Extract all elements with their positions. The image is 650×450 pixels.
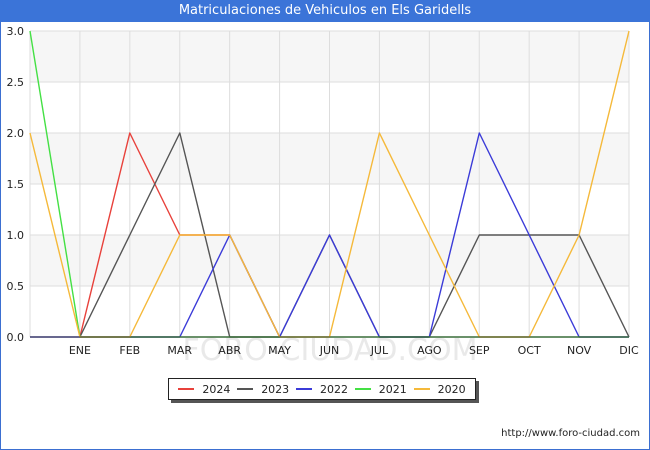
x-tick-label: MAR xyxy=(167,344,192,357)
legend-item-2023: 2023 xyxy=(237,383,289,396)
legend-item-2020: 2020 xyxy=(413,382,466,396)
legend: 2024 2023 2022 2021 2020 xyxy=(168,378,476,400)
watermark: FORO-CIUDAD.COM xyxy=(183,333,478,368)
x-tick-label: SEP xyxy=(469,344,490,357)
x-tick-label: ABR xyxy=(218,344,241,357)
y-tick-labels: 0.0 0.5 1.0 1.5 2.0 2.5 3.0 xyxy=(7,25,25,344)
x-tick-label: MAY xyxy=(268,344,291,357)
legend-swatch xyxy=(237,388,254,390)
x-tick-label: DIC xyxy=(619,344,639,357)
source-link[interactable]: http://www.foro-ciudad.com xyxy=(501,428,640,439)
x-tick-label: OCT xyxy=(518,344,541,357)
legend-swatch xyxy=(354,388,371,390)
legend-label: 2023 xyxy=(261,382,290,396)
x-tick-label: JUL xyxy=(370,344,389,357)
y-tick-label: 0.5 xyxy=(7,280,25,293)
legend-swatch xyxy=(178,388,195,390)
y-tick-label: 2.5 xyxy=(7,76,25,89)
legend-item-2022: 2022 xyxy=(295,382,348,396)
y-tick-label: 1.5 xyxy=(7,178,25,191)
legend-item-2024: 2024 xyxy=(178,383,230,396)
legend-label: 2020 xyxy=(437,382,466,396)
y-tick-label: 3.0 xyxy=(7,25,25,38)
y-tick-label: 0.0 xyxy=(7,331,25,344)
y-tick-label: 2.0 xyxy=(7,127,25,140)
legend-swatch xyxy=(413,388,430,390)
y-tick-label: 1.0 xyxy=(7,229,25,242)
legend-item-2021: 2021 xyxy=(354,382,407,396)
x-tick-label: NOV xyxy=(567,344,592,357)
legend-label: 2024 xyxy=(202,382,231,396)
x-tick-label: JUN xyxy=(319,344,340,357)
x-tick-label: FEB xyxy=(119,344,140,357)
x-tick-labels: ENE FEB MAR ABR MAY JUN JUL AGO SEP OCT NOV DIC xyxy=(69,344,639,357)
chart-title: Matriculaciones de Vehiculos en Els Gari… xyxy=(0,0,650,22)
legend-label: 2021 xyxy=(378,382,407,396)
x-tick-label: ENE xyxy=(69,344,91,357)
legend-label: 2022 xyxy=(319,382,348,396)
x-tick-label: AGO xyxy=(417,344,442,357)
legend-swatch xyxy=(295,388,312,390)
